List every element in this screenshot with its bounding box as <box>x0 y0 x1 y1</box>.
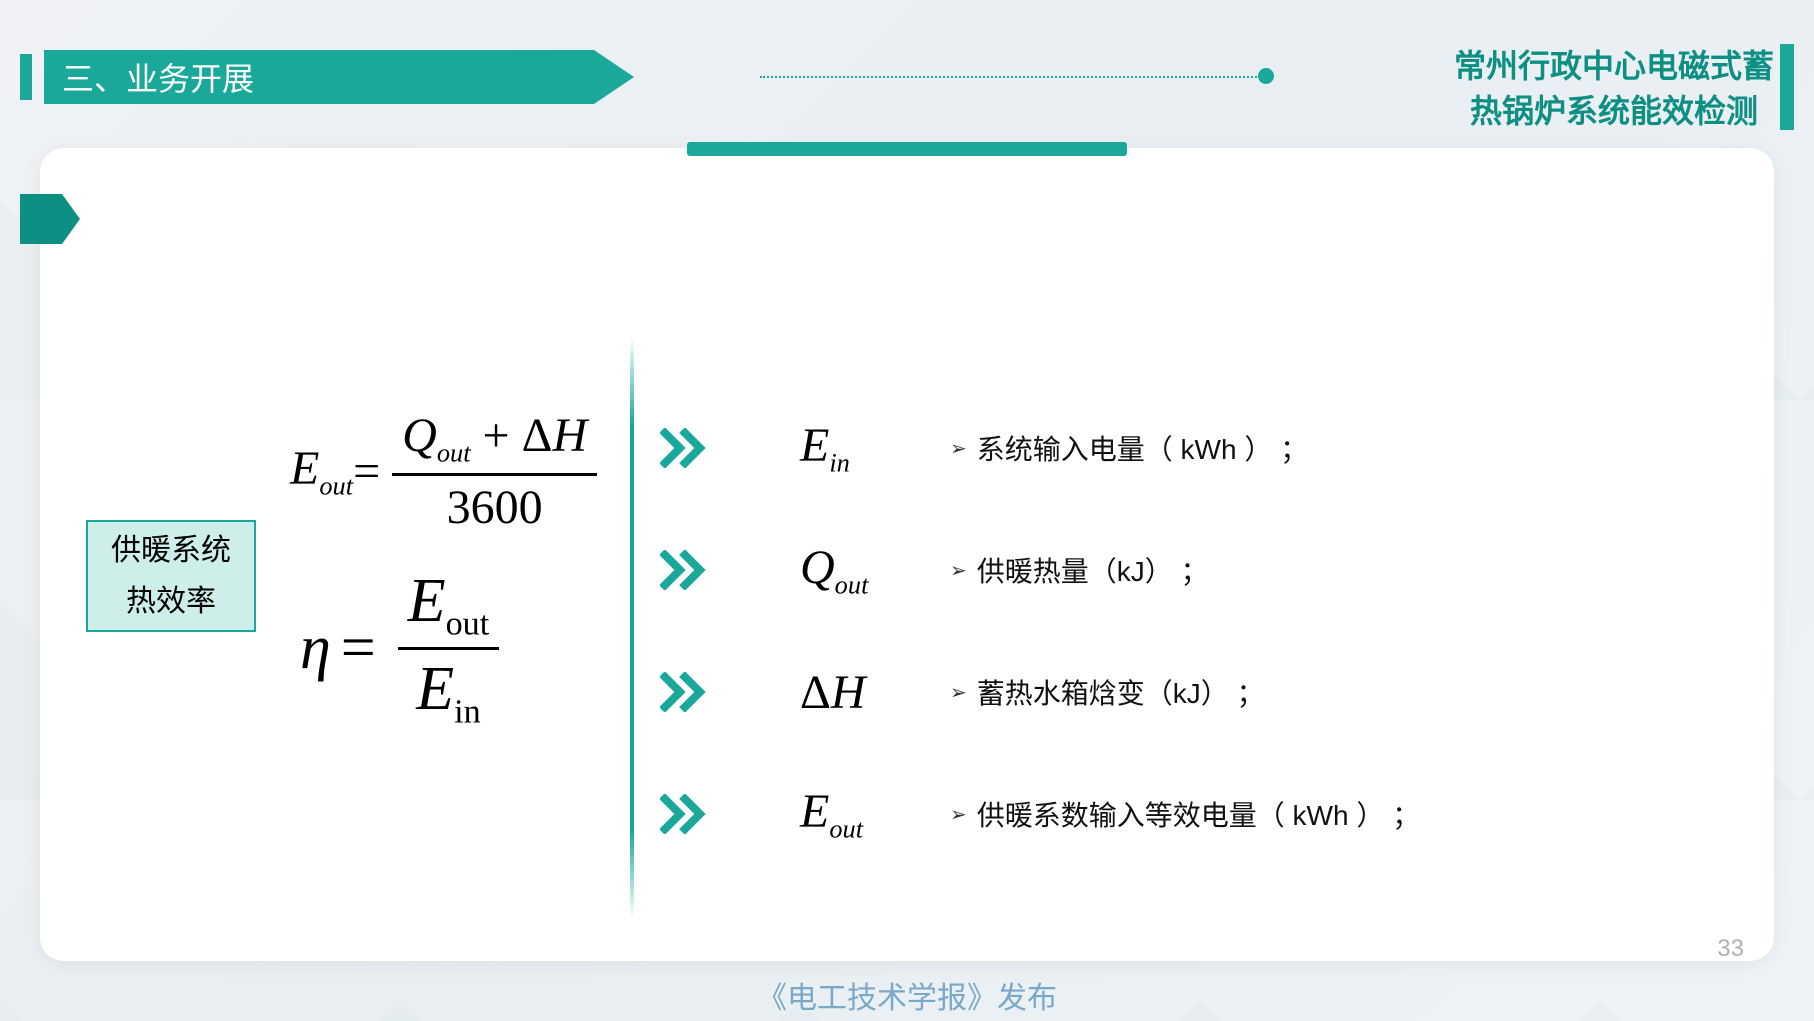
f1-num: Qout + ΔH <box>392 408 597 476</box>
chevron-icon <box>660 550 710 590</box>
f2-den: Ein <box>416 650 480 731</box>
section-title: 三、业务开展 <box>44 50 634 104</box>
f1-lhs-base: E <box>290 442 319 495</box>
header-subtitle-line2: 热锅炉系统能效检测 <box>1454 89 1774 134</box>
def-symbol: ΔH <box>800 665 950 720</box>
def-desc: ➢系统输入电量（ kWh ） ； <box>950 428 1308 468</box>
formula-eout: Eout = Qout + ΔH 3600 <box>290 408 597 535</box>
bullet-icon: ➢ <box>950 558 967 583</box>
def-desc: ➢供暖热量（kJ） ； <box>950 550 1209 590</box>
formula-eta: η = Eout Ein <box>300 566 499 732</box>
def-desc: ➢供暖系数输入等效电量（ kWh ） ； <box>950 794 1420 834</box>
definitions: Ein ➢系统输入电量（ kWh ） ； Qout ➢供暖热量（kJ） ； ΔH… <box>660 418 1694 906</box>
f2-eq: = <box>341 613 376 684</box>
f2-lhs: η <box>300 613 331 684</box>
header-dotline <box>760 76 1260 78</box>
header-bar: 三、业务开展 <box>20 50 634 104</box>
header-accent <box>20 54 32 100</box>
vertical-divider <box>630 338 634 918</box>
chevron-icon <box>660 428 710 468</box>
def-desc: ➢蓄热水箱焓变（kJ） ； <box>950 672 1265 712</box>
header-right-accent <box>1780 44 1794 130</box>
footer-text: 《电工技术学报》发布 <box>757 973 1057 1017</box>
header-subtitle-line1: 常州行政中心电磁式蓄 <box>1454 44 1774 89</box>
def-row: Ein ➢系统输入电量（ kWh ） ； <box>660 418 1694 478</box>
f1-eq: = <box>353 444 380 499</box>
f2-num: Eout <box>398 566 499 650</box>
def-symbol: Qout <box>800 540 950 601</box>
chevron-icon <box>660 794 710 834</box>
def-symbol: Eout <box>800 784 950 845</box>
def-row: Eout ➢供暖系数输入等效电量（ kWh ） ； <box>660 784 1694 844</box>
def-row: ΔH ➢蓄热水箱焓变（kJ） ； <box>660 662 1694 722</box>
label-line2: 热效率 <box>126 576 216 627</box>
label-box: 供暖系统 热效率 <box>86 520 256 632</box>
f1-lhs-sub: out <box>319 471 353 501</box>
f1-den: 3600 <box>447 476 543 535</box>
label-line1: 供暖系统 <box>111 525 231 576</box>
header-dot <box>1258 68 1274 84</box>
def-row: Qout ➢供暖热量（kJ） ； <box>660 540 1694 600</box>
content-card: 供暖系统 热效率 Eout = Qout + ΔH 3600 η = Eout … <box>40 148 1774 961</box>
bullet-icon: ➢ <box>950 436 967 461</box>
page-number: 33 <box>1717 935 1744 963</box>
bullet-icon: ➢ <box>950 802 967 827</box>
content: 供暖系统 热效率 Eout = Qout + ΔH 3600 η = Eout … <box>40 148 1774 961</box>
bullet-icon: ➢ <box>950 680 967 705</box>
header-subtitle: 常州行政中心电磁式蓄 热锅炉系统能效检测 <box>1454 44 1774 134</box>
def-symbol: Ein <box>800 418 950 479</box>
chevron-icon <box>660 672 710 712</box>
